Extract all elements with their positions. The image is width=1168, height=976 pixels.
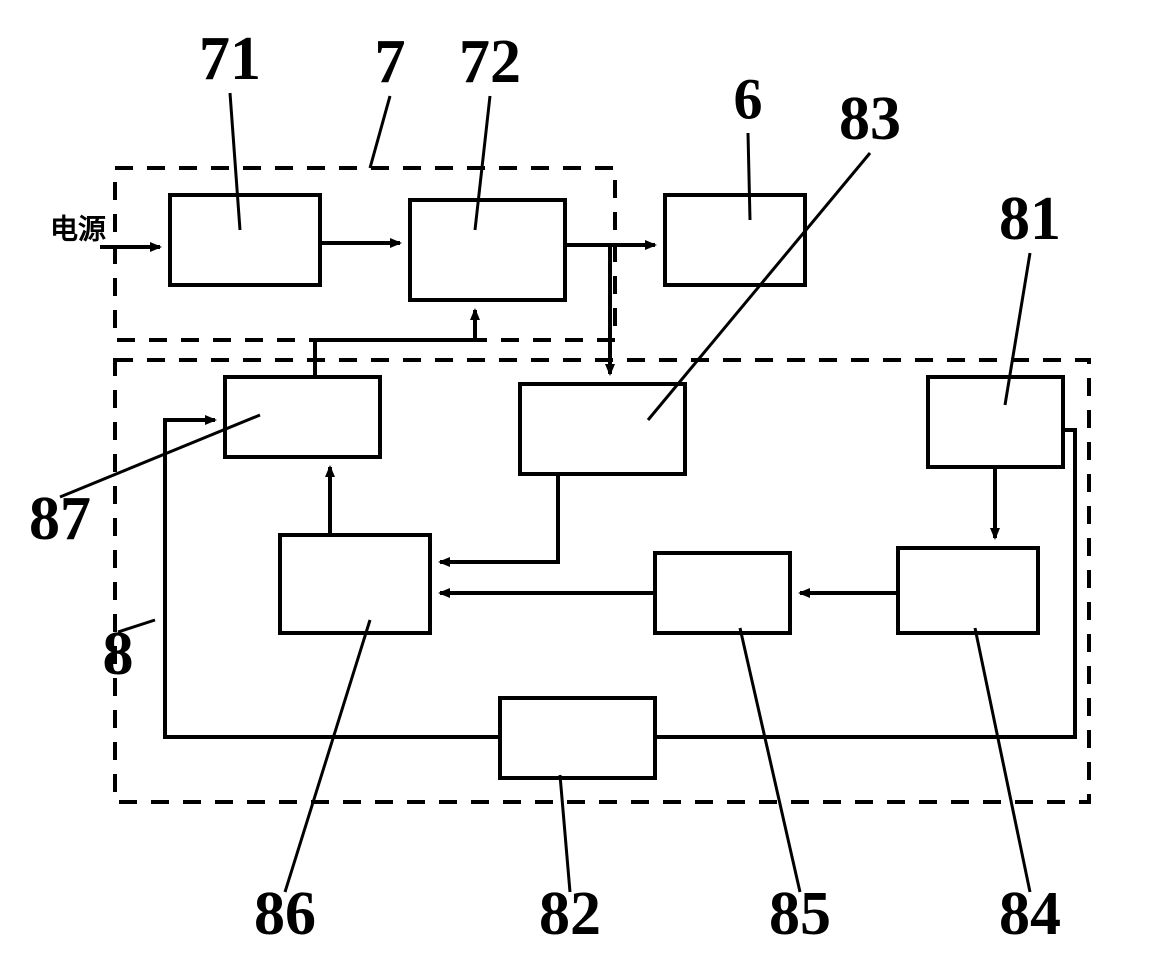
label-power: 电源: [50, 213, 106, 245]
callout-l82: 82: [539, 880, 601, 948]
box-b71: [170, 195, 320, 285]
callout-l72: 72: [459, 28, 521, 96]
box-b85: [655, 553, 790, 633]
callout-l7: 7: [375, 28, 406, 96]
box-b86: [280, 535, 430, 633]
callout-l8: 8: [103, 620, 134, 688]
callout-l83: 83: [839, 85, 901, 153]
callout-l81: 81: [999, 185, 1061, 253]
callout-l86: 86: [254, 880, 316, 948]
diagram-canvas: 电源 71 7 72 6 83 81 878 86 82 85 84: [0, 0, 1168, 976]
box-b81: [928, 377, 1063, 467]
callout-l84: 84: [999, 880, 1061, 948]
connector: [315, 310, 475, 377]
box-b6: [665, 195, 805, 285]
connector: [565, 245, 610, 284]
callout-l6: 6: [734, 66, 763, 131]
box-b82: [500, 698, 655, 778]
callout-l85: 85: [769, 880, 831, 948]
box-b87: [225, 377, 380, 457]
box-b83: [520, 384, 685, 474]
callout-l87: 87: [29, 485, 91, 553]
box-b72: [410, 200, 565, 300]
callout-l71: 71: [199, 25, 261, 93]
box-b84: [898, 548, 1038, 633]
connector: [440, 474, 558, 562]
